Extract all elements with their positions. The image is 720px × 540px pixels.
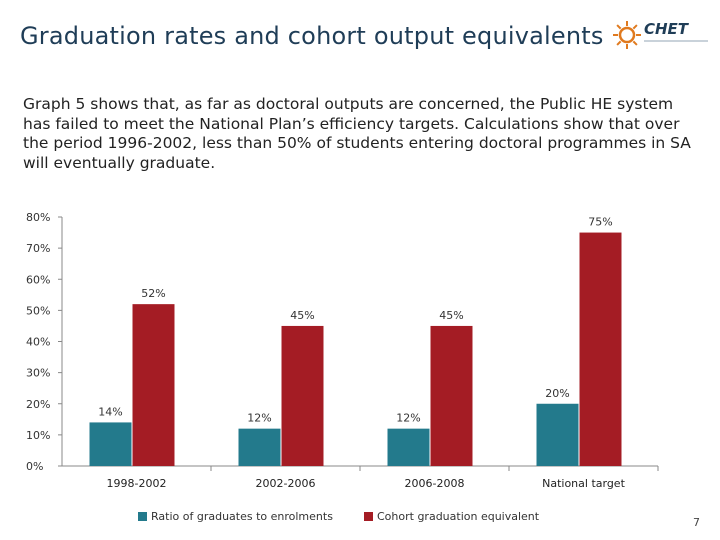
data-label: 14%	[98, 405, 122, 418]
slide-title: Graduation rates and cohort output equiv…	[20, 22, 604, 50]
y-tick-label: 30%	[26, 367, 50, 380]
data-label: 12%	[396, 412, 420, 425]
y-tick-label: 20%	[26, 398, 50, 411]
x-tick-label: 2006-2008	[405, 477, 465, 490]
y-tick-label: 10%	[26, 429, 50, 442]
logo-tagline-bar	[644, 40, 708, 42]
intro-paragraph: Graph 5 shows that, as far as doctoral o…	[23, 95, 691, 172]
x-tick-label: National target	[542, 477, 625, 490]
data-label: 75%	[588, 216, 612, 229]
data-label: 12%	[247, 412, 271, 425]
bar-series-2	[579, 232, 622, 466]
y-tick-label: 80%	[26, 211, 50, 224]
bar-series-1	[536, 403, 579, 466]
y-tick-label: 40%	[26, 336, 50, 349]
legend-swatch-series-1	[138, 512, 147, 521]
bar-series-1	[89, 422, 132, 466]
legend-item-series-1: Ratio of graduates to enrolments	[138, 510, 333, 523]
logo-text: CHET	[644, 20, 689, 38]
data-label: 45%	[290, 309, 314, 322]
x-tick-label: 2002-2006	[256, 477, 316, 490]
bar-series-2	[132, 304, 175, 466]
legend-label-series-1: Ratio of graduates to enrolments	[151, 510, 333, 523]
sun-logo-icon	[613, 21, 641, 49]
bar-series-1	[387, 428, 430, 466]
y-tick-label: 50%	[26, 304, 50, 317]
page-number: 7	[693, 516, 700, 529]
chart-legend: Ratio of graduates to enrolments Cohort …	[0, 510, 720, 526]
y-tick-label: 0%	[26, 460, 43, 473]
chet-logo: CHET	[612, 20, 710, 54]
bar-chart: 0% 10% 20% 30% 40% 50% 60% 70% 80% 1998-2002 14% 52…	[26, 211, 659, 490]
x-tick-label: 1998-2002	[107, 477, 167, 490]
y-tick-label: 60%	[26, 273, 50, 286]
legend-swatch-series-2	[364, 512, 373, 521]
data-label: 52%	[141, 287, 165, 300]
bar-series-2	[281, 325, 324, 466]
bar-series-2	[430, 325, 473, 466]
data-label: 45%	[439, 309, 463, 322]
legend-label-series-2: Cohort graduation equivalent	[377, 510, 540, 523]
y-tick-label: 70%	[26, 242, 50, 255]
bar-series-1	[238, 428, 281, 466]
data-label: 20%	[545, 387, 569, 400]
legend-item-series-2: Cohort graduation equivalent	[364, 510, 539, 523]
